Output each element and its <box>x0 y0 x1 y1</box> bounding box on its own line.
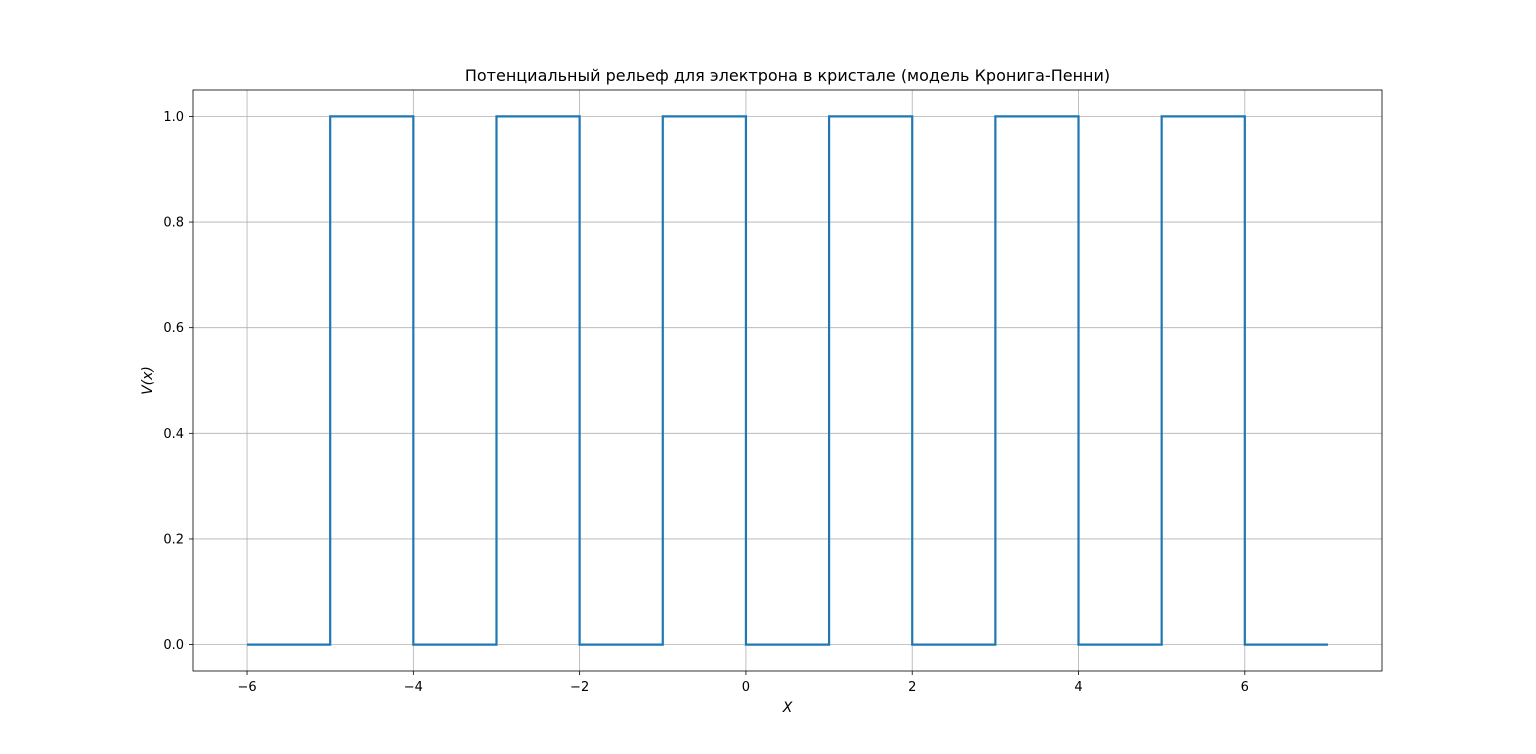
y-tick-label: 0.0 <box>163 638 184 653</box>
x-tick-label: 6 <box>1241 680 1249 695</box>
y-tick-label: 1.0 <box>163 110 184 125</box>
grid <box>193 90 1382 671</box>
y-tick-label: 0.6 <box>163 321 184 336</box>
x-tick-label: 0 <box>742 680 750 695</box>
x-tick-label: 2 <box>908 680 916 695</box>
x-axis: −6 −4 −2 0 2 4 6 <box>237 671 1249 695</box>
x-tick-label: 4 <box>1074 680 1082 695</box>
y-tick-label: 0.4 <box>163 427 184 442</box>
series-layer <box>247 115 1328 646</box>
x-tick-label: −4 <box>404 680 423 695</box>
y-tick-label: 0.8 <box>163 216 184 231</box>
x-axis-label: X <box>782 700 793 716</box>
x-tick-label: −2 <box>570 680 589 695</box>
plot-frame <box>192 89 1383 672</box>
y-axis-label: V(x) <box>140 366 156 395</box>
x-tick-label: −6 <box>237 680 256 695</box>
series-line-0 <box>247 115 1328 646</box>
y-tick-label: 0.2 <box>163 532 184 547</box>
y-axis: 0.0 0.2 0.4 0.6 0.8 1.0 <box>163 110 193 653</box>
chart-title: Потенциальный рельеф для электрона в кри… <box>465 66 1110 85</box>
